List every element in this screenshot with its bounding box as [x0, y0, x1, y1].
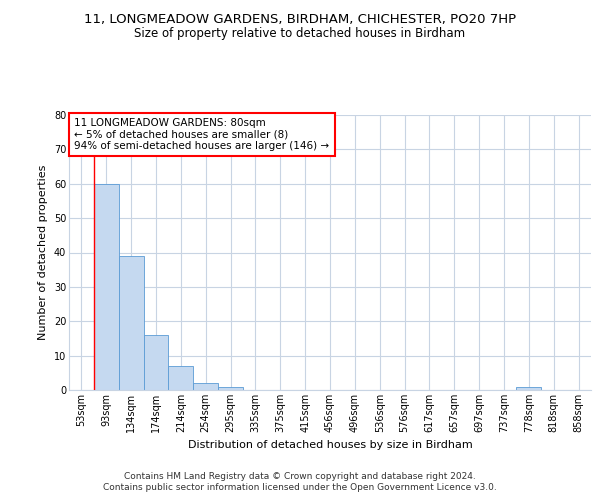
Bar — [119, 256, 143, 390]
Text: Size of property relative to detached houses in Birdham: Size of property relative to detached ho… — [134, 28, 466, 40]
Text: 11 LONGMEADOW GARDENS: 80sqm
← 5% of detached houses are smaller (8)
94% of semi: 11 LONGMEADOW GARDENS: 80sqm ← 5% of det… — [74, 118, 329, 151]
Text: 11, LONGMEADOW GARDENS, BIRDHAM, CHICHESTER, PO20 7HP: 11, LONGMEADOW GARDENS, BIRDHAM, CHICHES… — [84, 12, 516, 26]
Bar — [517, 386, 541, 390]
X-axis label: Distribution of detached houses by size in Birdham: Distribution of detached houses by size … — [188, 440, 472, 450]
Bar — [94, 184, 119, 390]
Bar — [218, 386, 243, 390]
Bar — [193, 383, 218, 390]
Text: Contains HM Land Registry data © Crown copyright and database right 2024.: Contains HM Land Registry data © Crown c… — [124, 472, 476, 481]
Bar — [143, 335, 169, 390]
Y-axis label: Number of detached properties: Number of detached properties — [38, 165, 48, 340]
Bar — [169, 366, 193, 390]
Text: Contains public sector information licensed under the Open Government Licence v3: Contains public sector information licen… — [103, 484, 497, 492]
